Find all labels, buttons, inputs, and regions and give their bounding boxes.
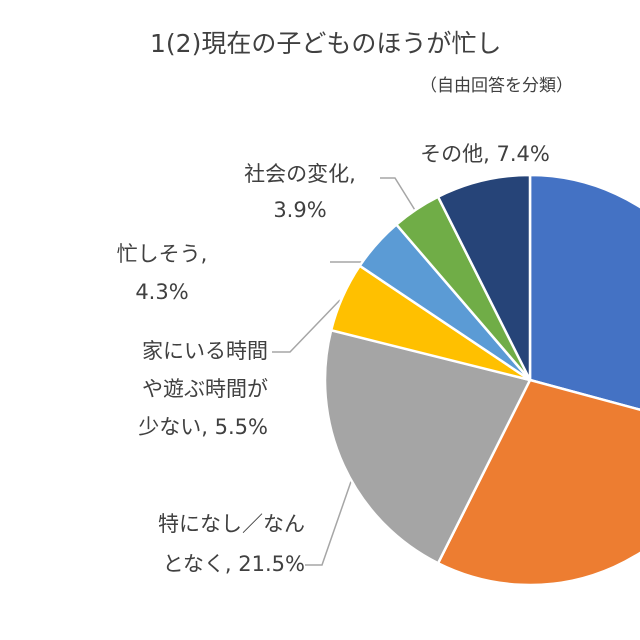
data-label: 忙しそう, 4.3%: [117, 242, 208, 304]
chart-title: 1(2)現在の子どものほうが忙し: [150, 29, 501, 58]
leader-line: [380, 177, 419, 216]
chart-subtitle: （自由回答を分類）: [420, 76, 573, 96]
data-label: 社会の変化, 3.9%: [244, 162, 356, 222]
data-label: 特になし／なんとなく, 21.5%: [158, 512, 305, 576]
leader-line: [305, 469, 356, 566]
data-label: その他, 7.4%: [420, 142, 550, 166]
leader-line: [272, 299, 341, 353]
pie-slice: [436, 173, 532, 381]
pie-slice: [323, 328, 532, 565]
pie-slice: [528, 173, 640, 412]
pie-slice: [436, 378, 640, 587]
data-label: 家にいる時間や遊ぶ時間が少ない, 5.5%: [138, 339, 268, 439]
